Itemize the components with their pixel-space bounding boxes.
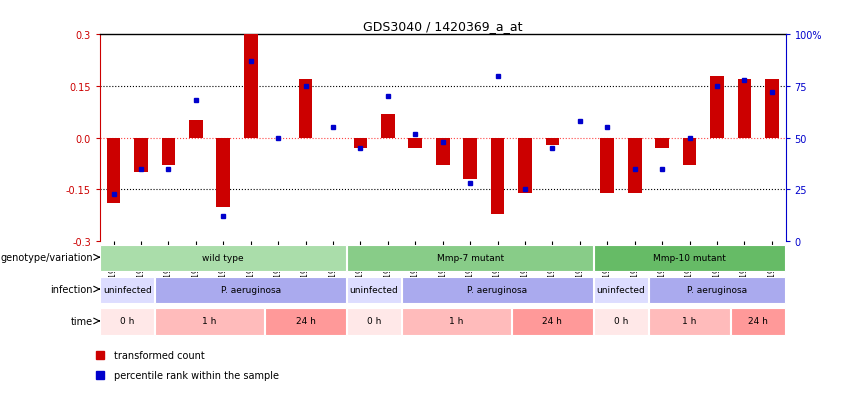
- Bar: [655, 138, 669, 149]
- Bar: [381, 114, 395, 138]
- Text: 1 h: 1 h: [682, 317, 697, 325]
- Text: genotype/variation: genotype/variation: [0, 253, 93, 263]
- Bar: [512, 309, 593, 335]
- Text: 24 h: 24 h: [748, 317, 768, 325]
- Bar: [299, 80, 312, 138]
- Text: 0 h: 0 h: [614, 317, 628, 325]
- Text: wild type: wild type: [202, 253, 244, 262]
- Bar: [490, 138, 504, 214]
- Bar: [464, 138, 477, 180]
- Bar: [765, 80, 779, 138]
- Bar: [628, 138, 641, 193]
- Text: 0 h: 0 h: [367, 317, 381, 325]
- Bar: [594, 309, 648, 335]
- Text: uninfected: uninfected: [350, 285, 398, 294]
- Bar: [347, 309, 401, 335]
- Title: GDS3040 / 1420369_a_at: GDS3040 / 1420369_a_at: [363, 19, 523, 33]
- Bar: [601, 138, 615, 193]
- Text: uninfected: uninfected: [103, 285, 152, 294]
- Bar: [161, 138, 175, 166]
- Bar: [244, 35, 258, 138]
- Bar: [107, 138, 121, 204]
- Bar: [546, 138, 559, 145]
- Bar: [347, 277, 401, 303]
- Text: time: time: [71, 316, 93, 326]
- Bar: [594, 245, 785, 271]
- Bar: [353, 138, 367, 149]
- Bar: [265, 309, 346, 335]
- Bar: [155, 309, 264, 335]
- Text: P. aeruginosa: P. aeruginosa: [468, 285, 528, 294]
- Text: P. aeruginosa: P. aeruginosa: [220, 285, 280, 294]
- Bar: [436, 138, 450, 166]
- Bar: [216, 138, 230, 207]
- Text: 0 h: 0 h: [120, 317, 135, 325]
- Bar: [402, 309, 510, 335]
- Bar: [710, 76, 724, 138]
- Text: uninfected: uninfected: [596, 285, 645, 294]
- Text: 24 h: 24 h: [296, 317, 315, 325]
- Text: transformed count: transformed count: [114, 350, 204, 360]
- Bar: [101, 309, 155, 335]
- Bar: [134, 138, 148, 173]
- Text: 1 h: 1 h: [450, 317, 464, 325]
- Bar: [155, 277, 346, 303]
- Text: percentile rank within the sample: percentile rank within the sample: [114, 370, 279, 380]
- Bar: [518, 138, 532, 193]
- Bar: [649, 309, 730, 335]
- Bar: [189, 121, 203, 138]
- Bar: [402, 277, 593, 303]
- Text: Mmp-7 mutant: Mmp-7 mutant: [437, 253, 503, 262]
- Bar: [738, 80, 752, 138]
- Bar: [682, 138, 696, 166]
- Bar: [649, 277, 785, 303]
- Text: Mmp-10 mutant: Mmp-10 mutant: [653, 253, 726, 262]
- Text: infection: infection: [50, 285, 93, 294]
- Bar: [731, 309, 785, 335]
- Bar: [101, 277, 155, 303]
- Bar: [409, 138, 422, 149]
- Bar: [101, 245, 346, 271]
- Text: 1 h: 1 h: [202, 317, 217, 325]
- Text: P. aeruginosa: P. aeruginosa: [687, 285, 747, 294]
- Text: 24 h: 24 h: [542, 317, 562, 325]
- Bar: [347, 245, 593, 271]
- Bar: [594, 277, 648, 303]
